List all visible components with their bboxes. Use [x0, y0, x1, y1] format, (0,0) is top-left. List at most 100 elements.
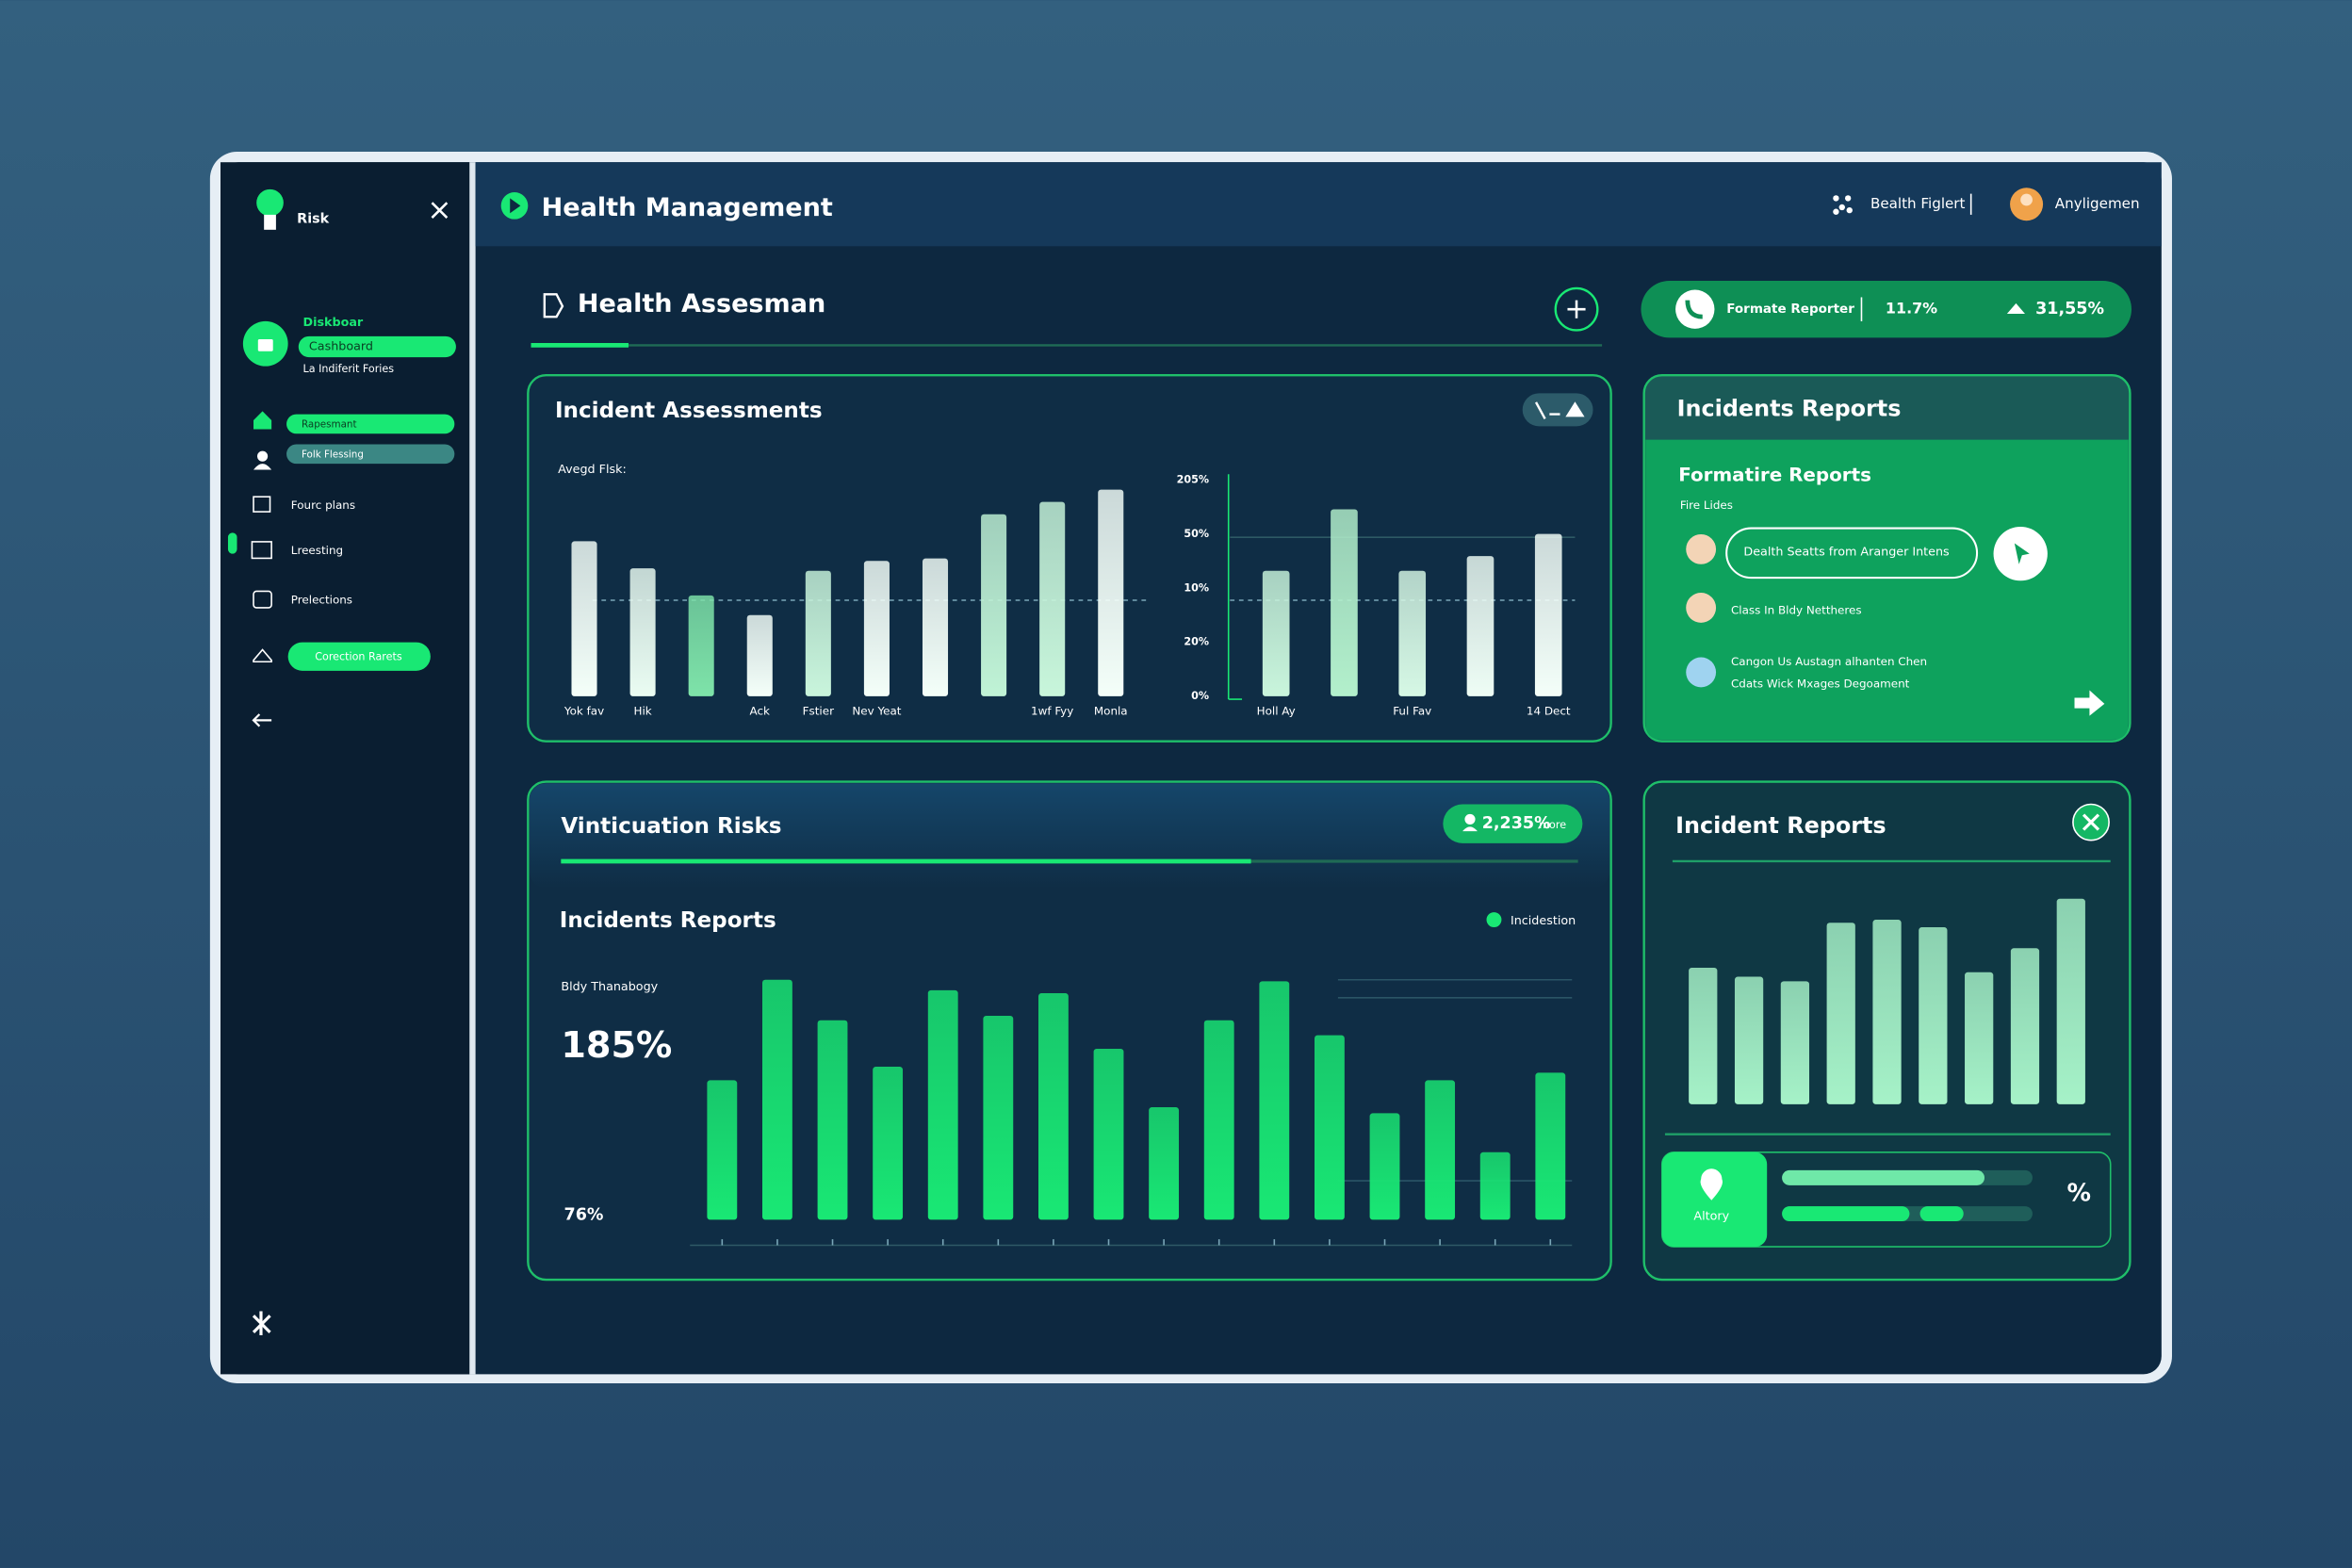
nav-item[interactable]: Prelections [291, 594, 352, 607]
entry: Cangon Us Austagn alhanten Chen [1731, 655, 1927, 668]
stats-pill [1641, 280, 2132, 338]
nav-icon [253, 496, 271, 513]
bar [1479, 1152, 1511, 1220]
bar [1826, 923, 1855, 1104]
bar [873, 1067, 904, 1220]
report-button[interactable] [1725, 527, 1979, 580]
x-tick-label: Nev Yeat [852, 704, 901, 717]
add-button[interactable] [1554, 286, 1599, 332]
x-tick-label: 1wf Fyy [1031, 704, 1073, 717]
nav-pill[interactable] [298, 335, 456, 358]
nav-item[interactable]: Corection Rarets [315, 650, 402, 662]
bar [1314, 1035, 1345, 1220]
x-tick-label: Yok fav [564, 704, 604, 717]
badge-unit: more [1539, 819, 1566, 831]
panel-title: Incidents Reports [1677, 395, 1902, 421]
bar [1965, 972, 1994, 1104]
back-button[interactable] [252, 713, 272, 727]
panel-tools[interactable] [1522, 393, 1593, 427]
bar [1369, 1113, 1400, 1220]
x-tick-label: 14 Dect [1527, 704, 1571, 717]
header-logo-glyph [510, 198, 521, 214]
bar [1203, 1020, 1234, 1220]
bar [922, 558, 949, 696]
sidebar: Risk Diskboar Cashboard La Indiferit For… [220, 162, 476, 1375]
x-tick-label: Monla [1094, 704, 1128, 717]
summary-icon-box[interactable] [1661, 1152, 1768, 1248]
annotation: 185% [561, 1025, 672, 1067]
bar [1425, 1080, 1456, 1220]
bar [1039, 501, 1066, 696]
bar [1259, 981, 1290, 1220]
bar [1872, 920, 1902, 1104]
brand: Risk [297, 212, 329, 227]
bar [1466, 556, 1494, 696]
pin-icon [1700, 1168, 1723, 1200]
bar [863, 561, 890, 696]
bar [707, 1080, 738, 1220]
bar [1919, 927, 1948, 1104]
nav-pill[interactable] [287, 642, 431, 671]
tools-glyph [1534, 401, 1585, 419]
bar [817, 1020, 848, 1220]
bar [805, 570, 831, 696]
summary-symbol: % [2067, 1179, 2092, 1207]
bar [983, 1015, 1014, 1220]
y-axis-label: Bldy Thanabogy [561, 980, 658, 994]
x-tick-label: Holl Ay [1257, 704, 1296, 717]
bar [746, 614, 773, 696]
nav-item[interactable]: Cashboard [309, 339, 373, 353]
avatar-face [2020, 193, 2033, 206]
progress-fill [1919, 1206, 1964, 1222]
stats-value: 11.7% [1886, 300, 1937, 318]
panel-subtitle: Formatire Reports [1678, 464, 1871, 485]
bar [762, 979, 792, 1220]
nav-icon [257, 450, 269, 462]
axis-label: 205% [1177, 474, 1209, 486]
chart-title: Incident Assessments [555, 399, 823, 423]
bar [981, 514, 1007, 696]
bar [1734, 976, 1764, 1104]
next-arrow[interactable] [2074, 690, 2105, 716]
bar [688, 595, 714, 696]
nav-item[interactable]: Rapesmant [302, 419, 357, 431]
bar [1780, 981, 1810, 1104]
stats-label: Formate Reporter [1726, 302, 1854, 317]
axis-label: 50% [1184, 528, 1209, 540]
nav-item[interactable]: Folk Flessing [302, 449, 364, 461]
x-tick-label: Ack [750, 704, 771, 717]
header: Health Management Bealth Figlert Anylige… [475, 162, 2162, 247]
nav-pill[interactable] [286, 444, 455, 465]
avatar [1686, 657, 1717, 688]
bar [1037, 993, 1069, 1220]
stats-value: 31,55% [2035, 300, 2104, 318]
bar [571, 541, 597, 696]
x-tick-label: Fstier [803, 704, 834, 717]
bar [1398, 570, 1427, 696]
progress-fill [1782, 1206, 1910, 1222]
action-icon [1833, 195, 1853, 215]
nav-item[interactable]: Fourc plans [291, 498, 355, 512]
section-icon [543, 293, 564, 318]
avatar [1686, 533, 1717, 564]
user-name[interactable]: Anyligemen [2055, 195, 2140, 212]
badge-icon [1462, 826, 1478, 832]
x-tick-label: Hik [634, 704, 652, 717]
y-axis-label: Avegd Flsk: [558, 463, 627, 477]
header-action[interactable]: Bealth Figlert [1870, 195, 1966, 212]
x-tick-label: Ful Fav [1393, 704, 1431, 717]
nav-icon [253, 648, 272, 663]
settings-icon[interactable] [252, 1311, 271, 1335]
report-button-label[interactable]: Dealth Seatts from Aranger Intens [1743, 546, 1949, 560]
header-bg [475, 162, 2162, 247]
bar [1149, 1107, 1180, 1220]
badge-icon [1464, 813, 1476, 825]
nav-item[interactable]: Lreesting [291, 544, 343, 557]
phone-icon[interactable] [1675, 289, 1715, 329]
nav-icon [253, 590, 272, 609]
axis-label: 0% [1191, 690, 1209, 702]
bar [629, 568, 656, 696]
close-button[interactable] [431, 202, 449, 219]
nav-pill[interactable] [286, 414, 455, 434]
